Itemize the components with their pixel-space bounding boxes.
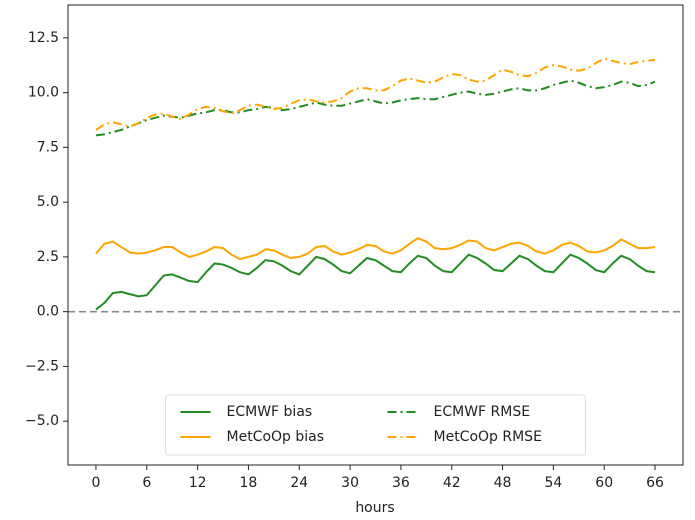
plot-frame	[67, 4, 684, 466]
x-tick-label: 48	[494, 475, 512, 491]
x-tick-label: 54	[544, 475, 562, 491]
legend-label: ECMWF bias	[227, 404, 313, 420]
x-tick-label: 36	[392, 475, 410, 491]
y-tick-label: 2.5	[37, 249, 59, 265]
x-tick-label: 18	[240, 475, 258, 491]
y-tick-label: −2.5	[25, 358, 59, 374]
x-tick-label: 30	[341, 475, 359, 491]
y-tick-label: 7.5	[37, 139, 59, 155]
x-tick-label: 12	[189, 475, 207, 491]
x-tick-label: 6	[142, 475, 151, 491]
legend-label: MetCoOp bias	[227, 429, 325, 445]
y-tick-label: 12.5	[28, 30, 59, 46]
x-tick-label: 42	[443, 475, 461, 491]
x-tick-label: 66	[646, 475, 664, 491]
x-tick-label: 24	[290, 475, 308, 491]
y-tick-label: −5.0	[25, 413, 59, 429]
x-tick-label: 60	[595, 475, 613, 491]
series-line	[95, 79, 656, 137]
y-tick-label: 0.0	[37, 304, 59, 320]
series-line	[95, 253, 656, 311]
series-line	[95, 57, 656, 131]
series-line	[95, 237, 656, 261]
legend-label: ECMWF RMSE	[434, 404, 531, 420]
y-tick-label: 10.0	[28, 85, 59, 101]
y-tick-label: 5.0	[37, 194, 59, 210]
x-tick-label: 0	[91, 475, 100, 491]
legend-box	[165, 394, 586, 456]
legend-label: MetCoOp RMSE	[434, 429, 542, 445]
x-axis-label: hours	[355, 500, 394, 516]
